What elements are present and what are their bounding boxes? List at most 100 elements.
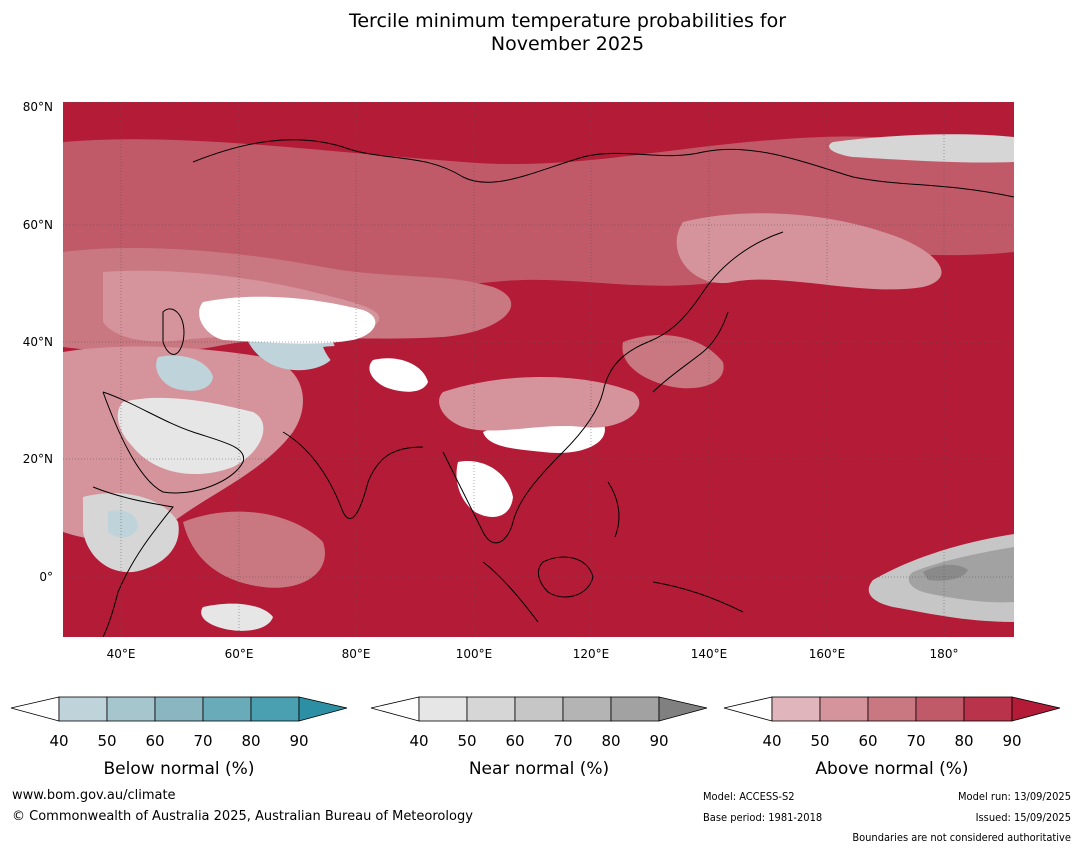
northeast-siberia-region <box>676 213 942 290</box>
colorbar-near-segment-60-70 <box>514 696 564 722</box>
chart-title: Tercile minimum temperature probabilitie… <box>0 10 1081 56</box>
colorbar-above-label: Above normal (%) <box>815 759 969 779</box>
colorbar-near-segment-50-60 <box>466 696 516 722</box>
title-line-2: November 2025 <box>490 33 645 55</box>
indian-ocean-near-normal-region <box>201 603 273 631</box>
china-50-region <box>439 377 640 431</box>
indochina-white-region <box>456 461 513 517</box>
borneo-coastline <box>537 556 594 598</box>
colorbar-below-normal: 40 50 60 70 80 90 Below normal (%) <box>10 690 350 780</box>
arabian-sea-60-region <box>183 511 325 588</box>
lon-label-160e: 160°E <box>808 647 846 661</box>
iran-below-normal-region <box>156 355 213 391</box>
sumatra-coastline <box>482 561 539 623</box>
colorbar-near-segment-80-90 <box>610 696 660 722</box>
colorbar-near-tick-80: 80 <box>601 732 621 750</box>
colorbar-near-tick-60: 60 <box>505 732 525 750</box>
map-svg <box>63 102 1014 637</box>
new-guinea-coastline <box>652 581 744 613</box>
lat-label-80n: 80°N <box>22 100 53 114</box>
graticule <box>63 102 1014 637</box>
colorbar-above-normal: 40 50 60 70 80 90 Above normal (%) <box>723 690 1063 780</box>
colorbar-above-segment-80-90 <box>963 696 1013 722</box>
colorbar-near-segment-over <box>658 696 708 722</box>
tibet-white-region <box>369 358 428 392</box>
colorbar-above-tick-90: 90 <box>1002 732 1022 750</box>
colorbar-above-segment-60-70 <box>867 696 917 722</box>
probability-map <box>63 102 1014 637</box>
colorbar-near-tick-90: 90 <box>649 732 669 750</box>
colorbar-near-label: Near normal (%) <box>468 759 610 779</box>
southeast-asia-coastline <box>442 391 604 544</box>
colorbar-near-tick-40: 40 <box>409 732 429 750</box>
model-text: Model: ACCESS-S2 <box>703 790 795 803</box>
pacific-near-normal-80-region <box>923 564 968 581</box>
colorbar-above-segment-70-80 <box>915 696 965 722</box>
japan-coastline <box>652 311 729 393</box>
colorbar-below-tick-40: 40 <box>49 732 69 750</box>
east-asia-coastline <box>602 231 784 393</box>
model-run-text: Model run: 13/09/2025 <box>958 790 1071 803</box>
lon-label-80e: 80°E <box>341 647 371 661</box>
title-line-1: Tercile minimum temperature probabilitie… <box>348 10 787 32</box>
website-link[interactable]: www.bom.gov.au/climate <box>12 788 176 803</box>
lat-label-40n: 40°N <box>22 335 53 349</box>
colorbar-below-segment-50-60 <box>106 696 156 722</box>
central-asia-white-region <box>199 296 376 344</box>
lat-label-20n: 20°N <box>22 452 53 466</box>
colorbar-above-tick-50: 50 <box>810 732 830 750</box>
lon-label-40e: 40°E <box>106 647 136 661</box>
colorbar-near-tick-50: 50 <box>457 732 477 750</box>
arctic-coastline <box>192 139 1014 198</box>
africa-coastline <box>92 486 174 637</box>
coastlines <box>92 139 1014 637</box>
colorbar-below-tick-60: 60 <box>145 732 165 750</box>
colorbar-near-segment-under <box>370 696 420 722</box>
colorbar-below-segment-under <box>10 696 60 722</box>
colorbar-below-segment-60-70 <box>154 696 204 722</box>
colorbar-near-normal-svg <box>370 696 708 722</box>
arabian-peninsula-coastline <box>102 391 245 494</box>
caspian-sea-coastline <box>162 308 185 355</box>
philippines-coastline <box>607 481 620 538</box>
arabia-near-normal-region <box>117 397 264 475</box>
colorbar-below-tick-70: 70 <box>193 732 213 750</box>
colorbar-near-tick-70: 70 <box>553 732 573 750</box>
japan-60-region <box>622 334 724 389</box>
issued-text: Issued: 15/09/2025 <box>975 811 1071 824</box>
colorbar-above-tick-70: 70 <box>906 732 926 750</box>
africa-below-normal-region <box>108 510 138 538</box>
colorbar-above-segment-under <box>723 696 773 722</box>
colorbar-above-normal-svg <box>723 696 1061 722</box>
colorbar-below-segment-40-50 <box>58 696 108 722</box>
arctic-near-normal-region <box>829 134 1014 163</box>
colorbar-above-tick-80: 80 <box>954 732 974 750</box>
colorbar-below-tick-90: 90 <box>289 732 309 750</box>
base-period-text: Base period: 1981-2018 <box>703 811 823 824</box>
lon-label-60e: 60°E <box>224 647 254 661</box>
lon-label-140e: 140°E <box>690 647 728 661</box>
colorbar-below-tick-80: 80 <box>241 732 261 750</box>
colorbar-above-tick-60: 60 <box>858 732 878 750</box>
colorbar-below-segment-70-80 <box>202 696 252 722</box>
colorbar-above-tick-40: 40 <box>762 732 782 750</box>
colorbar-above-segment-over <box>1011 696 1061 722</box>
lon-label-120e: 120°E <box>572 647 610 661</box>
colorbar-below-label: Below normal (%) <box>103 759 255 779</box>
colorbar-below-segment-80-90 <box>250 696 300 722</box>
copyright-text: © Commonwealth of Australia 2025, Austra… <box>12 809 473 824</box>
colorbar-near-segment-70-80 <box>562 696 612 722</box>
lon-label-180: 180° <box>929 647 959 661</box>
colorbar-below-normal-svg <box>10 696 348 722</box>
colorbar-above-segment-40-50 <box>771 696 821 722</box>
lat-label-60n: 60°N <box>22 218 53 232</box>
colorbar-near-normal: 40 50 60 70 80 90 Near normal (%) <box>370 690 710 780</box>
colorbar-below-tick-50: 50 <box>97 732 117 750</box>
boundaries-disclaimer: Boundaries are not considered authoritat… <box>852 831 1071 844</box>
colorbar-near-segment-40-50 <box>418 696 468 722</box>
india-coastline <box>282 431 424 520</box>
colorbar-below-segment-over <box>298 696 348 722</box>
lon-label-100e: 100°E <box>455 647 493 661</box>
lat-label-0: 0° <box>39 570 53 584</box>
colorbar-above-segment-50-60 <box>819 696 869 722</box>
